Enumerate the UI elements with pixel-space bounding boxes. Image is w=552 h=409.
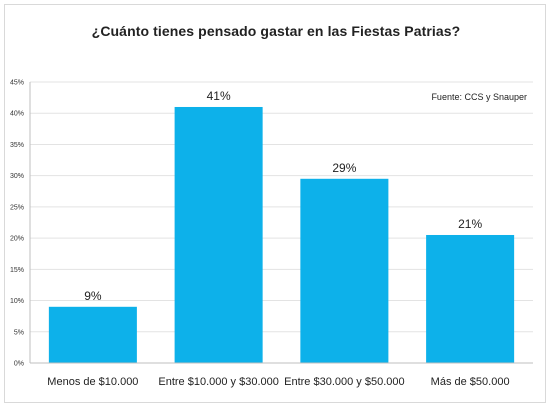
data-label: 41% xyxy=(207,89,231,103)
y-tick-label: 45% xyxy=(10,80,24,87)
bar xyxy=(426,234,515,363)
x-tick-label: Menos de $10.000 xyxy=(47,376,138,388)
data-label: 29% xyxy=(332,161,356,175)
y-tick-label: 15% xyxy=(10,267,24,274)
source-note: Fuente: CCS y Snauper xyxy=(431,92,527,102)
bars xyxy=(48,106,515,363)
y-tick-label: 30% xyxy=(10,173,24,180)
x-tick-label: Más de $50.000 xyxy=(431,376,510,388)
bar xyxy=(174,106,263,363)
y-tick-label: 35% xyxy=(10,142,24,149)
y-tick-label: 40% xyxy=(10,111,24,118)
axes: 0% 5% 10% 15% 20% 25% 30% 35% 40% 45% Menos de $10… xyxy=(10,80,533,388)
chart-title: ¿Cuánto tienes pensado gastar en las Fie… xyxy=(91,23,461,39)
y-tick-label: 20% xyxy=(10,236,24,243)
bar xyxy=(300,178,389,363)
data-label: 21% xyxy=(458,217,482,231)
data-label: 9% xyxy=(84,289,102,303)
y-tick-label: 10% xyxy=(10,298,24,305)
y-tick-label: 5% xyxy=(14,329,24,336)
y-tick-label: 25% xyxy=(10,204,24,211)
bar xyxy=(48,306,137,363)
x-tick-label: Entre $30.000 y $50.000 xyxy=(284,376,404,388)
x-tick-label: Entre $10.000 y $30.000 xyxy=(158,376,278,388)
y-tick-label: 0% xyxy=(14,361,24,368)
data-labels: 9% 41% 29% 21% xyxy=(84,89,482,303)
